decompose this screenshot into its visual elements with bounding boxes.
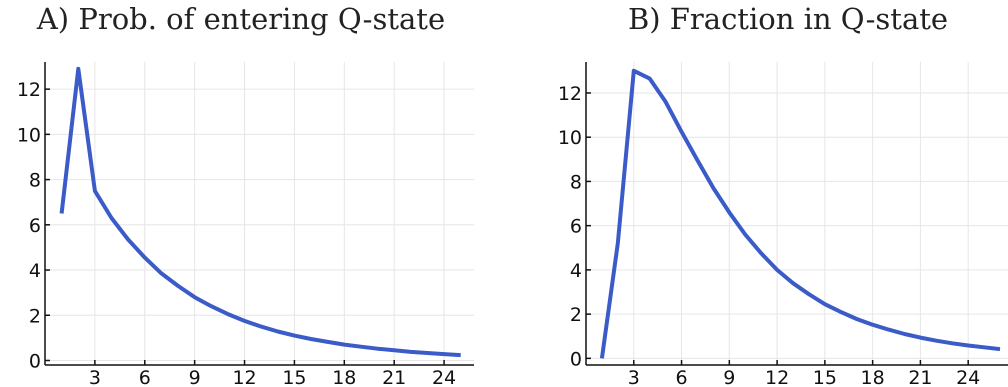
panel-a-y-tick-label: 8: [29, 170, 41, 192]
panel-a-y-tick-label: 12: [17, 79, 41, 101]
panel-b-x-tick-label: 9: [723, 367, 735, 387]
panel-a-y-tick-label: 4: [29, 260, 41, 282]
panel-a-x-tick-label: 6: [139, 367, 151, 387]
panel-b-x-tick-label: 12: [765, 367, 789, 387]
panel-a-y-tick-label: 6: [29, 215, 41, 237]
panel-b-y-tick-label: 10: [558, 127, 582, 149]
panel-a-x-tick-label: 3: [89, 367, 101, 387]
panel-a-x-tick-label: 24: [432, 367, 456, 387]
panel-a-series-line-0: [59, 66, 461, 358]
panel-b-y-tick-label: 6: [570, 216, 582, 238]
panel-a-y-tick-label: 2: [29, 305, 41, 327]
panel-a-title: A) Prob. of entering Q-state: [36, 2, 445, 36]
panel-b-x-tick-label: 21: [908, 367, 932, 387]
panel-a-x-tick-label: 18: [332, 367, 356, 387]
panel-b-x-tick-label: 18: [861, 367, 885, 387]
panel-b-x-tick-label: 6: [676, 367, 688, 387]
panel-a-y-tick-label: 10: [17, 124, 41, 146]
panel-b-y-tick-label: 4: [570, 260, 582, 282]
panel-b-x-tick-label: 3: [628, 367, 640, 387]
panel-b-title: B) Fraction in Q-state: [628, 2, 948, 36]
panel-a-x-tick-label: 9: [189, 367, 201, 387]
panel-a-x-tick-label: 21: [382, 367, 406, 387]
panel-b-y-tick-label: 0: [570, 348, 582, 370]
panel-b-x-tick-label: 15: [813, 367, 837, 387]
panel-a-x-tick-label: 12: [232, 367, 256, 387]
panel-b-y-tick-label: 12: [558, 83, 582, 105]
panel-a-y-tick-label: 0: [29, 350, 41, 372]
panel-b-y-tick-label: 2: [570, 304, 582, 326]
panel-b-series-line-0: [599, 68, 1001, 359]
panel-b-x-tick-label: 24: [956, 367, 980, 387]
panel-a-x-tick-label: 15: [282, 367, 306, 387]
panel-b-y-tick-label: 8: [570, 171, 582, 193]
